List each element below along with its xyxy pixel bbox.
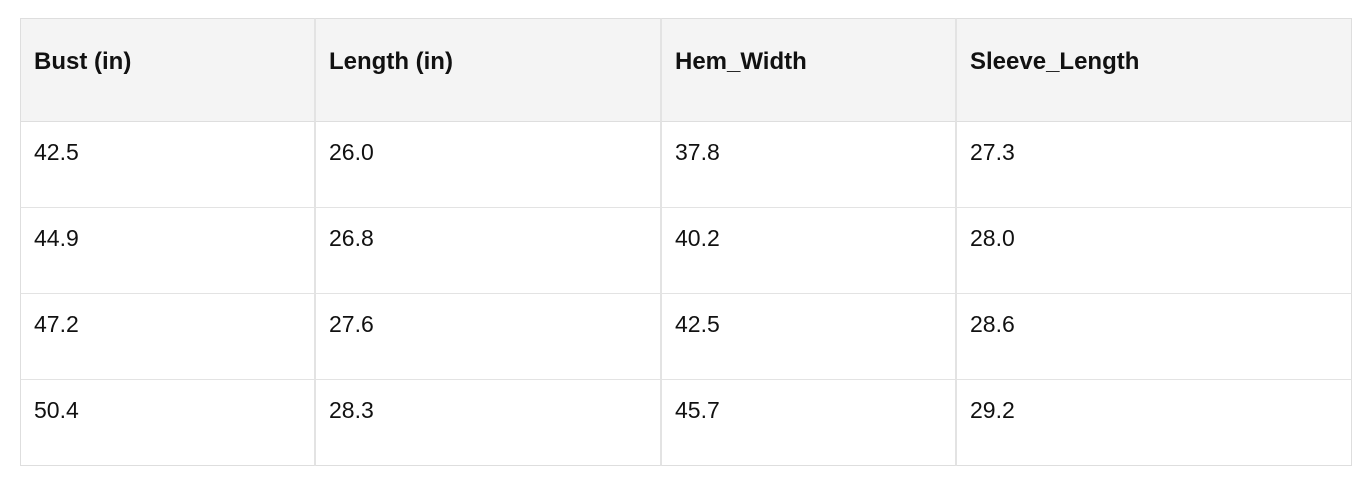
garment-measurement-table: Bust (in) Length (in) Hem_Width Sleeve_L… (20, 18, 1352, 466)
cell-value: 26.0 (329, 139, 374, 165)
cell-hem-width: 42.5 (661, 294, 956, 380)
table-row: 44.9 26.8 40.2 28.0 (20, 208, 1352, 294)
column-header-sleeve-length-label: Sleeve_Length (970, 48, 1140, 75)
column-header-hem-width[interactable]: Hem_Width (661, 18, 956, 122)
table-row: 47.2 27.6 42.5 28.6 (20, 294, 1352, 380)
cell-value: 37.8 (675, 139, 720, 165)
cell-value: 50.4 (34, 397, 79, 423)
cell-value: 45.7 (675, 397, 720, 423)
cell-value: 27.6 (329, 311, 374, 337)
cell-value: 44.9 (34, 225, 79, 251)
cell-sleeve-length: 27.3 (956, 122, 1352, 208)
cell-value: 26.8 (329, 225, 374, 251)
cell-hem-width: 40.2 (661, 208, 956, 294)
cell-length: 27.6 (315, 294, 661, 380)
column-header-length-label: Length (in) (329, 48, 453, 75)
column-header-length[interactable]: Length (in) (315, 18, 661, 122)
cell-bust: 47.2 (20, 294, 315, 380)
cell-value: 47.2 (34, 311, 79, 337)
column-header-sleeve-length[interactable]: Sleeve_Length (956, 18, 1352, 122)
cell-value: 29.2 (970, 397, 1015, 423)
cell-sleeve-length: 28.0 (956, 208, 1352, 294)
cell-sleeve-length: 28.6 (956, 294, 1352, 380)
table-container: Bust (in) Length (in) Hem_Width Sleeve_L… (20, 18, 1352, 466)
table-row: 42.5 26.0 37.8 27.3 (20, 122, 1352, 208)
column-header-bust-label: Bust (in) (34, 48, 132, 75)
cell-value: 27.3 (970, 139, 1015, 165)
cell-value: 28.6 (970, 311, 1015, 337)
table-header: Bust (in) Length (in) Hem_Width Sleeve_L… (20, 18, 1352, 122)
column-header-bust[interactable]: Bust (in) (20, 18, 315, 122)
cell-bust: 50.4 (20, 380, 315, 466)
column-header-hem-width-label: Hem_Width (675, 48, 807, 75)
cell-bust: 42.5 (20, 122, 315, 208)
cell-length: 26.8 (315, 208, 661, 294)
table-row: 50.4 28.3 45.7 29.2 (20, 380, 1352, 466)
table-header-row: Bust (in) Length (in) Hem_Width Sleeve_L… (20, 18, 1352, 122)
cell-sleeve-length: 29.2 (956, 380, 1352, 466)
cell-value: 28.3 (329, 397, 374, 423)
cell-value: 28.0 (970, 225, 1015, 251)
table-body: 42.5 26.0 37.8 27.3 44.9 (20, 122, 1352, 466)
cell-hem-width: 45.7 (661, 380, 956, 466)
cell-value: 42.5 (34, 139, 79, 165)
cell-value: 42.5 (675, 311, 720, 337)
cell-length: 28.3 (315, 380, 661, 466)
cell-value: 40.2 (675, 225, 720, 251)
cell-hem-width: 37.8 (661, 122, 956, 208)
cell-length: 26.0 (315, 122, 661, 208)
cell-bust: 44.9 (20, 208, 315, 294)
